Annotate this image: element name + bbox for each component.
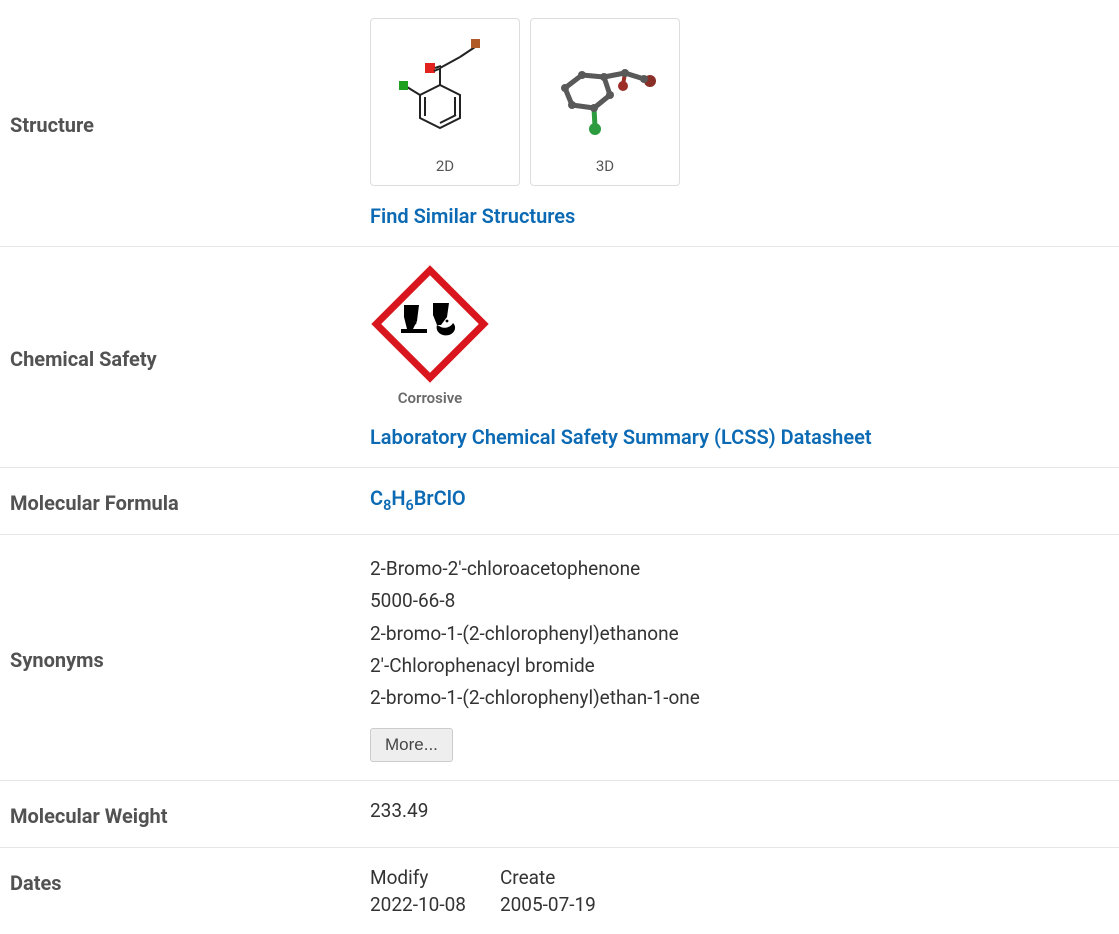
label-dates: Dates: [10, 866, 370, 896]
molecular-weight-value: 233.49: [370, 799, 428, 822]
label-synonyms: Synonyms: [10, 643, 370, 673]
value-dates: Modify 2022-10-08 Create 2005-07-19: [370, 866, 1109, 916]
value-structure: 2D: [370, 18, 1109, 228]
structure-3d-icon: [537, 25, 673, 151]
structure-2d-button[interactable]: 2D: [370, 18, 520, 186]
label-safety: Chemical Safety: [10, 342, 370, 372]
structure-2d-caption: 2D: [436, 151, 454, 179]
formula-part: C: [370, 486, 383, 510]
structure-3d-button[interactable]: 3D: [530, 18, 680, 186]
hazard-pictogram: Corrosive: [370, 265, 490, 407]
dates-create-col: Create 2005-07-19: [500, 866, 596, 916]
synonym-item: 2-bromo-1-(2-chlorophenyl)ethanone: [370, 618, 1109, 650]
label-formula: Molecular Formula: [10, 486, 370, 516]
synonym-item: 5000-66-8: [370, 585, 1109, 617]
row-safety: Chemical Safety: [0, 247, 1119, 468]
row-structure: Structure: [0, 0, 1119, 247]
row-molecular-weight: Molecular Weight 233.49: [0, 781, 1119, 848]
label-structure: Structure: [10, 108, 370, 138]
formula-part: H: [391, 486, 405, 510]
structure-2d-icon: [377, 25, 513, 151]
corrosive-icon: [371, 265, 489, 383]
structure-thumbnails: 2D: [370, 18, 1109, 186]
value-safety: Corrosive Laboratory Chemical Safety Sum…: [370, 265, 1109, 449]
create-date: 2005-07-19: [500, 893, 596, 916]
molecular-formula-link[interactable]: C8H6BrClO: [370, 486, 466, 510]
formula-part: BrClO: [414, 486, 466, 510]
find-similar-link[interactable]: Find Similar Structures: [370, 204, 575, 228]
hazard-label: Corrosive: [398, 389, 462, 407]
lcss-link[interactable]: Laboratory Chemical Safety Summary (LCSS…: [370, 425, 872, 449]
synonym-item: 2-bromo-1-(2-chlorophenyl)ethan-1-one: [370, 682, 1109, 714]
synonym-item: 2'-Chlorophenacyl bromide: [370, 650, 1109, 682]
label-mw: Molecular Weight: [10, 799, 370, 829]
row-synonyms: Synonyms 2-Bromo-2'-chloroacetophenone 5…: [0, 535, 1119, 781]
value-formula: C8H6BrClO: [370, 486, 1109, 514]
dates-table: Modify 2022-10-08 Create 2005-07-19: [370, 866, 1109, 916]
formula-sub: 6: [405, 497, 413, 514]
row-dates: Dates Modify 2022-10-08 Create 2005-07-1…: [0, 848, 1119, 934]
create-head: Create: [500, 866, 596, 889]
value-mw: 233.49: [370, 799, 1109, 822]
modify-head: Modify: [370, 866, 466, 889]
synonym-list: 2-Bromo-2'-chloroacetophenone 5000-66-8 …: [370, 553, 1109, 714]
modify-date: 2022-10-08: [370, 893, 466, 916]
more-synonyms-button[interactable]: More...: [370, 728, 453, 762]
compound-summary-table: Structure: [0, 0, 1119, 934]
dates-modify-col: Modify 2022-10-08: [370, 866, 466, 916]
value-synonyms: 2-Bromo-2'-chloroacetophenone 5000-66-8 …: [370, 553, 1109, 762]
synonym-item: 2-Bromo-2'-chloroacetophenone: [370, 553, 1109, 585]
row-formula: Molecular Formula C8H6BrClO: [0, 468, 1119, 535]
structure-3d-caption: 3D: [596, 151, 614, 179]
